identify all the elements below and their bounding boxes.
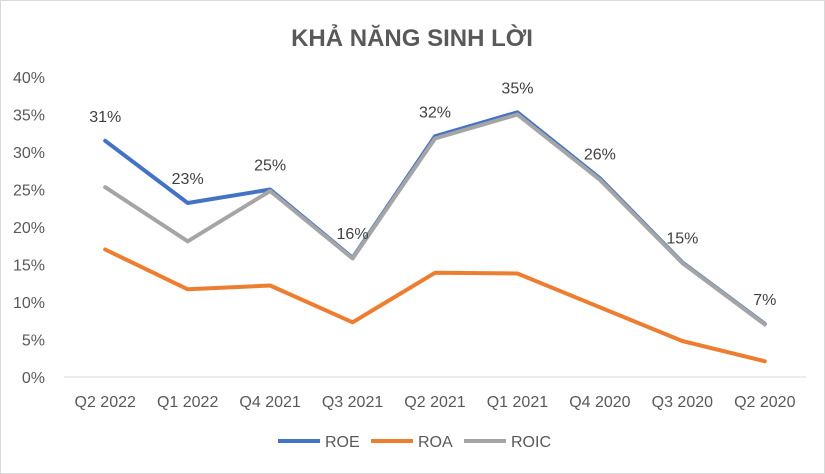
series-line-roa: [103, 247, 767, 364]
legend: ROE ROA ROIC: [278, 434, 551, 451]
x-tick-label: Q2 2020: [734, 394, 795, 411]
series-line-roe: [103, 110, 767, 326]
y-tick-label: 15%: [13, 258, 45, 275]
y-axis-tick-labels: 0% 5% 10% 15% 20% 25% 30% 35% 40%: [13, 70, 45, 387]
x-tick-label: Q3 2021: [322, 394, 383, 411]
data-label: 32%: [419, 104, 451, 121]
y-tick-label: 10%: [13, 295, 45, 312]
data-label: 31%: [89, 109, 121, 126]
x-axis-tick-labels: Q2 2022 Q1 2022 Q4 2021 Q3 2021 Q2 2021 Q1 20…: [75, 394, 796, 411]
data-labels: 31% 23% 25% 16% 32% 35% 26% 15% 7%: [89, 80, 776, 309]
x-tick-label: Q1 2022: [157, 394, 218, 411]
x-tick-label: Q1 2021: [487, 394, 548, 411]
y-tick-label: 40%: [13, 70, 45, 87]
legend-item-roa[interactable]: ROA: [371, 434, 453, 451]
legend-label: ROE: [325, 434, 360, 451]
y-tick-label: 30%: [13, 145, 45, 162]
y-tick-label: 20%: [13, 220, 45, 237]
data-label: 7%: [753, 292, 776, 309]
legend-item-roic[interactable]: ROIC: [464, 434, 551, 451]
x-tick-label: Q2 2021: [404, 394, 465, 411]
legend-item-roe[interactable]: ROE: [278, 434, 360, 451]
x-tick-label: Q2 2022: [75, 394, 136, 411]
legend-label: ROA: [418, 434, 453, 451]
y-tick-label: 35%: [13, 108, 45, 125]
y-tick-label: 0%: [22, 370, 45, 387]
data-label: 15%: [666, 230, 698, 247]
series-line-roic: [103, 112, 767, 327]
x-tick-label: Q4 2020: [569, 394, 630, 411]
chart-title: KHẢ NĂNG SINH LỜI: [291, 23, 533, 52]
series-lines: [103, 110, 767, 364]
data-label: 16%: [337, 226, 369, 243]
x-tick-label: Q3 2020: [652, 394, 713, 411]
data-label: 25%: [254, 158, 286, 175]
x-tick-label: Q4 2021: [239, 394, 300, 411]
y-tick-label: 5%: [22, 333, 45, 350]
y-tick-label: 25%: [13, 183, 45, 200]
data-label: 23%: [172, 171, 204, 188]
legend-label: ROIC: [511, 434, 551, 451]
data-label: 26%: [584, 146, 616, 163]
data-label: 35%: [501, 80, 533, 97]
